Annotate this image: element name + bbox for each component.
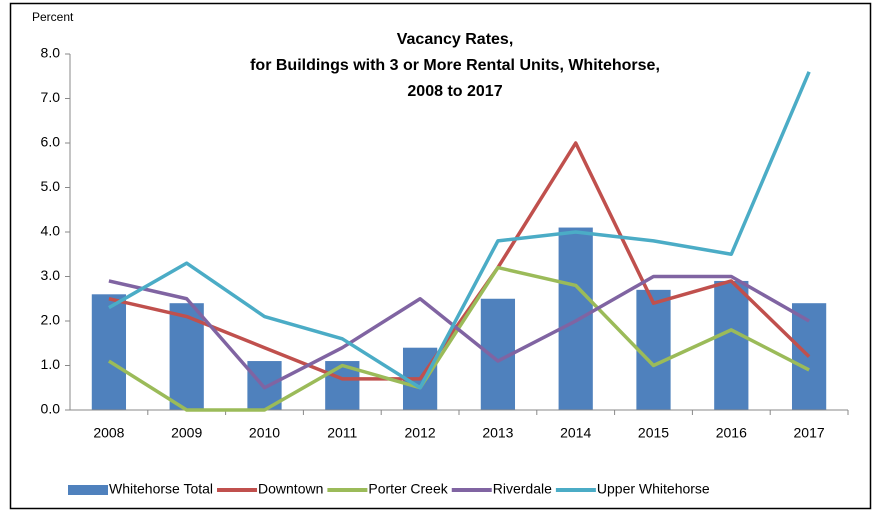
legend-swatch	[68, 485, 108, 495]
y-tick-label: 4.0	[41, 223, 61, 239]
y-axis-label: Percent	[32, 10, 74, 24]
x-tick-label: 2017	[794, 425, 825, 441]
legend-label: Porter Creek	[368, 481, 448, 497]
x-tick-label: 2013	[482, 425, 513, 441]
x-tick-label: 2011	[327, 425, 357, 441]
x-tick-label: 2012	[405, 425, 436, 441]
y-tick-label: 7.0	[41, 89, 61, 105]
y-tick-label: 8.0	[41, 45, 61, 61]
y-tick-label: 0.0	[41, 401, 61, 417]
y-tick-label: 6.0	[41, 134, 61, 150]
y-tick-label: 1.0	[41, 356, 61, 372]
chart-title: Vacancy Rates,	[397, 31, 514, 48]
y-tick-label: 5.0	[41, 178, 61, 194]
x-tick-label: 2008	[93, 425, 124, 441]
x-tick-label: 2014	[560, 425, 591, 441]
y-tick-label: 3.0	[41, 267, 61, 283]
legend-label: Whitehorse Total	[109, 481, 213, 497]
line	[108, 141, 811, 381]
legend-label: Riverdale	[493, 481, 552, 497]
line	[108, 274, 810, 390]
bar	[636, 289, 671, 410]
bar	[558, 227, 593, 410]
y-tick-label: 2.0	[41, 312, 61, 328]
chart-title: for Buildings with 3 or More Rental Unit…	[250, 57, 660, 74]
x-tick-label: 2015	[638, 425, 669, 441]
x-tick-label: 2009	[171, 425, 202, 441]
x-tick-label: 2016	[716, 425, 747, 441]
bar	[714, 280, 749, 410]
bar	[169, 303, 204, 410]
legend-label: Upper Whitehorse	[597, 481, 710, 497]
legend-label: Downtown	[258, 481, 323, 497]
bar	[91, 294, 127, 410]
line	[108, 71, 811, 390]
chart-title: 2008 to 2017	[407, 83, 502, 100]
x-tick-label: 2010	[249, 425, 280, 441]
chart-frame	[9, 2, 872, 510]
